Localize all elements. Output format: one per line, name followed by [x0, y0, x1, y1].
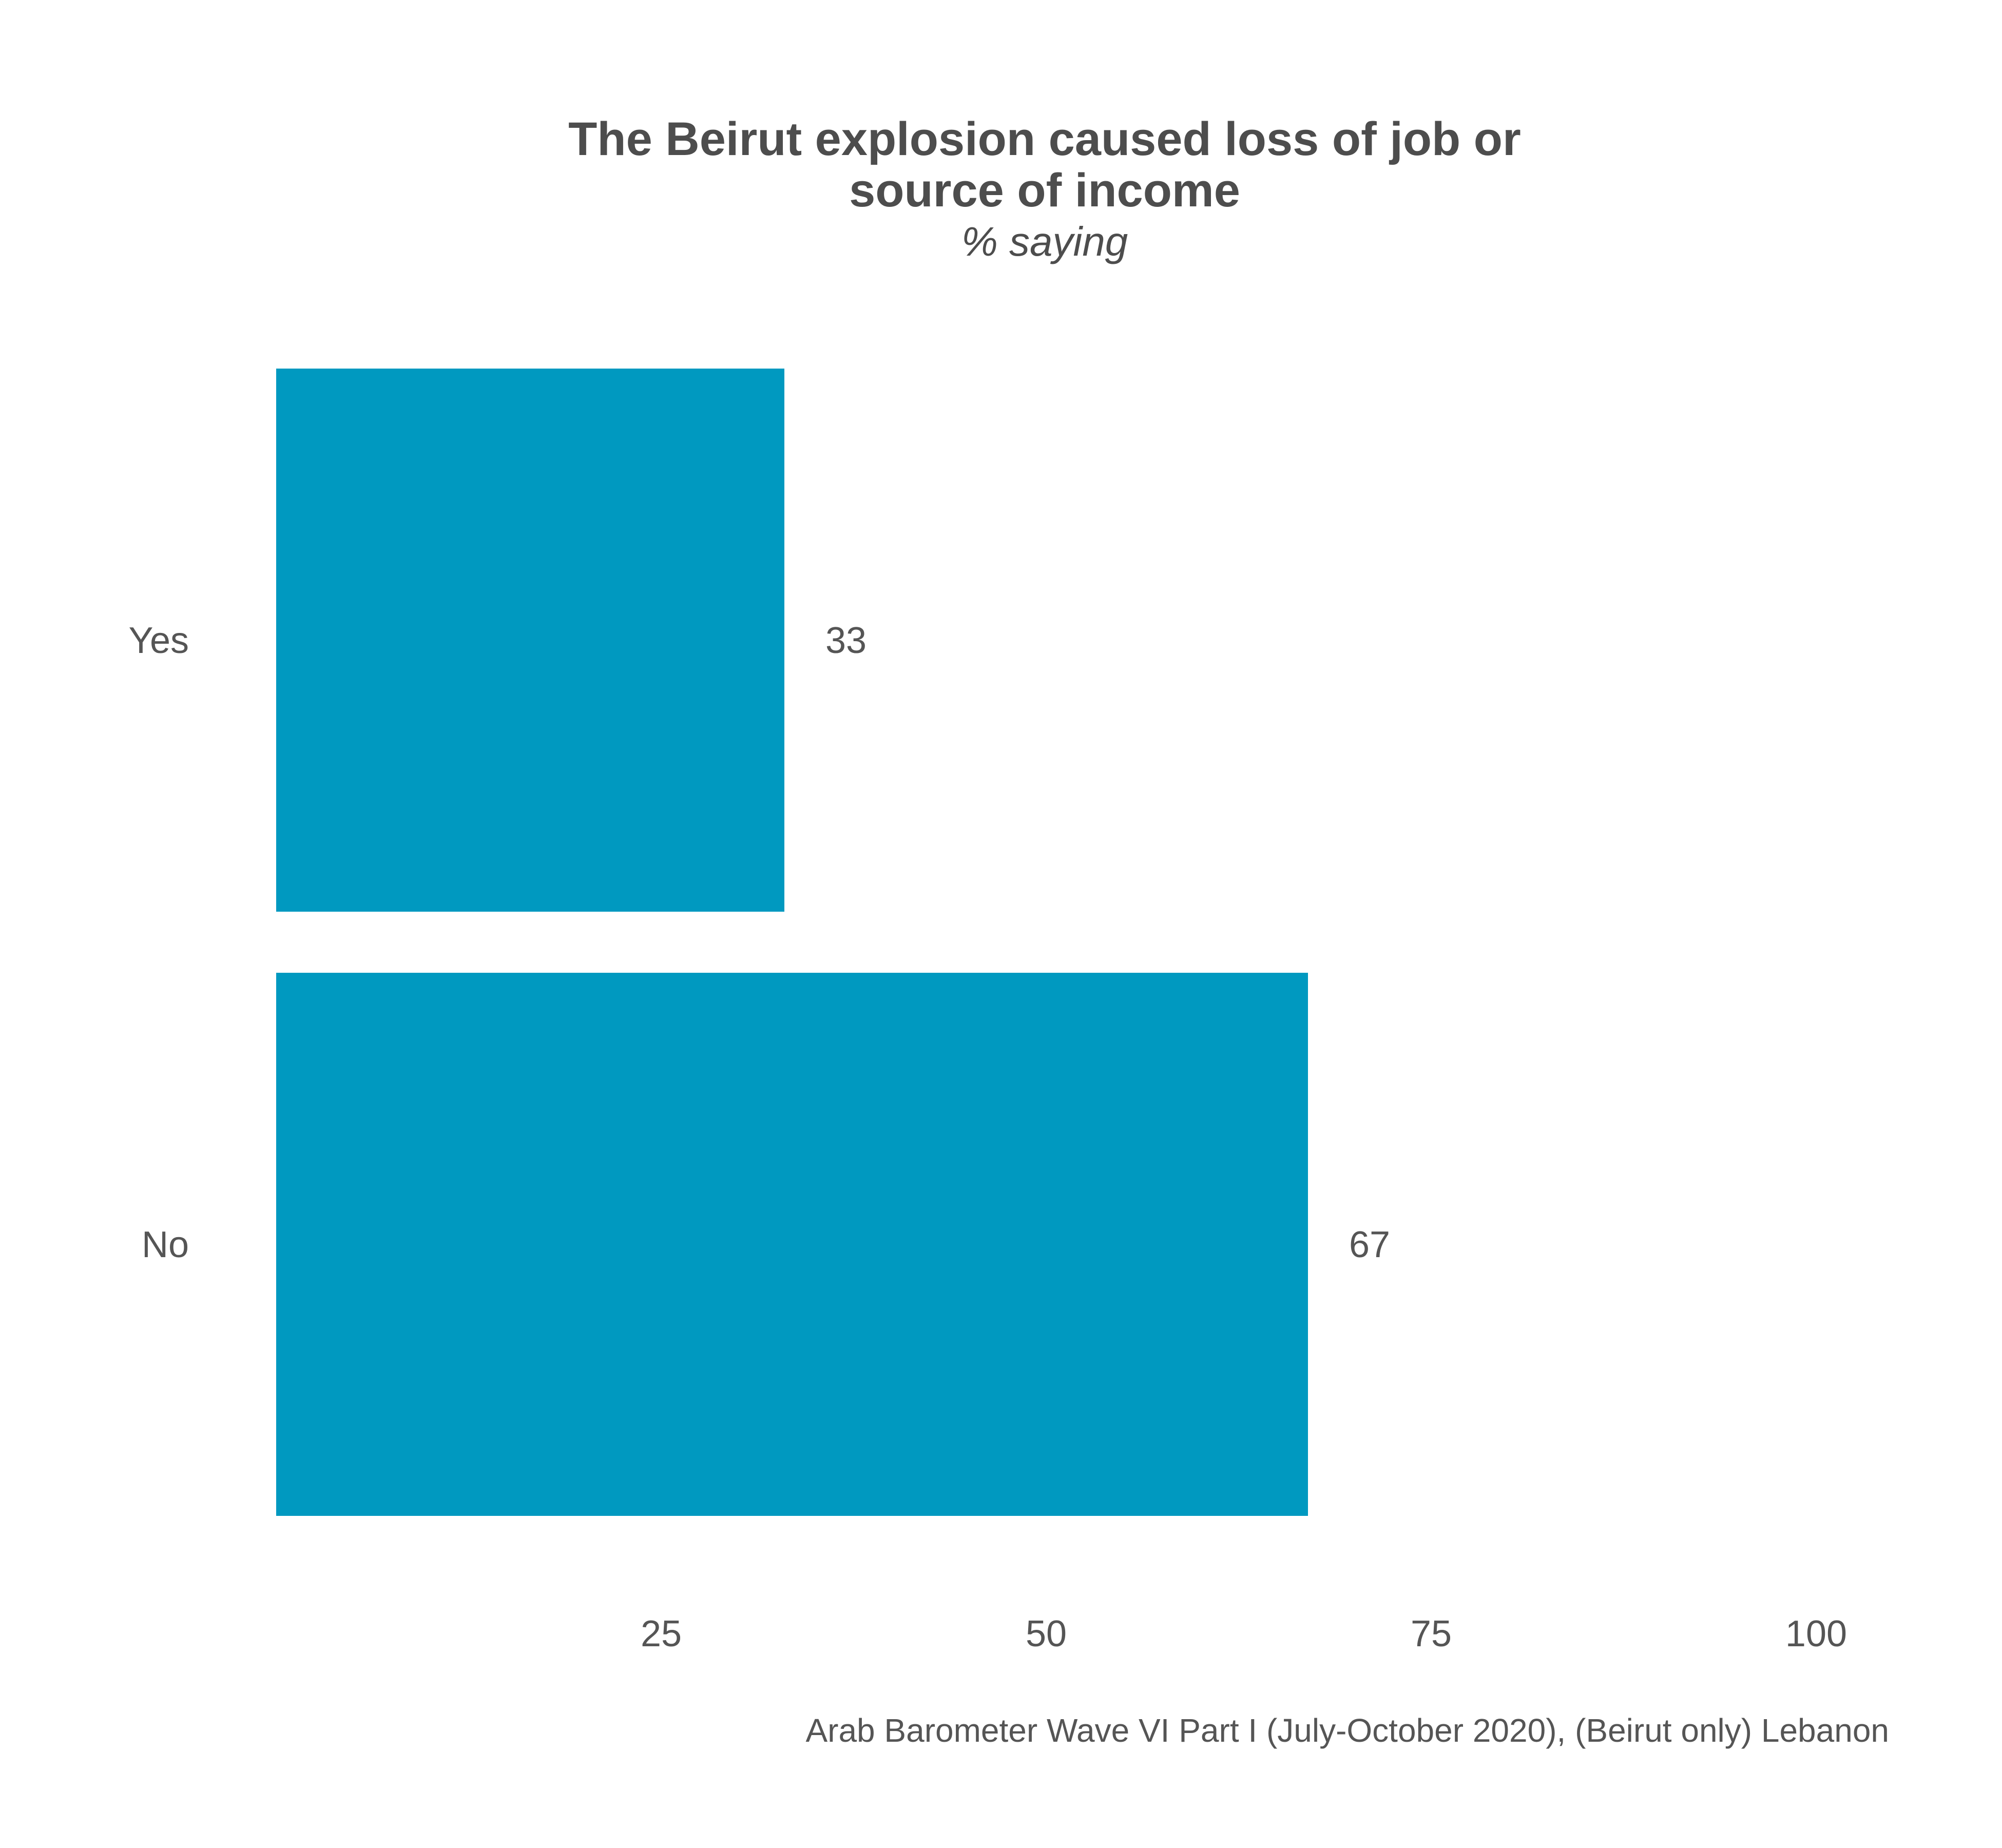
chart-title: The Beirut explosion caused loss of job …	[568, 113, 1521, 217]
category-label-no: No	[142, 1224, 189, 1265]
value-label-yes: 33	[825, 620, 867, 661]
x-tick-label-25: 25	[641, 1613, 682, 1654]
x-tick-label-50: 50	[1026, 1613, 1067, 1654]
x-tick-label-100: 100	[1785, 1613, 1847, 1654]
x-axis-ticks: 25 50 75 100	[641, 1613, 1847, 1654]
chart-subtitle: % saying	[961, 219, 1128, 264]
chart-title-line-2: source of income	[849, 164, 1240, 217]
value-label-no: 67	[1349, 1224, 1390, 1265]
x-tick-label-75: 75	[1411, 1613, 1452, 1654]
bar-yes	[276, 369, 784, 912]
category-label-yes: Yes	[129, 620, 189, 661]
chart-caption: Arab Barometer Wave VI Part I (July-Octo…	[805, 1712, 1889, 1749]
bars-group: Yes 33 No 67	[129, 369, 1390, 1516]
bar-no	[276, 973, 1308, 1516]
chart-title-line-1: The Beirut explosion caused loss of job …	[568, 113, 1521, 165]
